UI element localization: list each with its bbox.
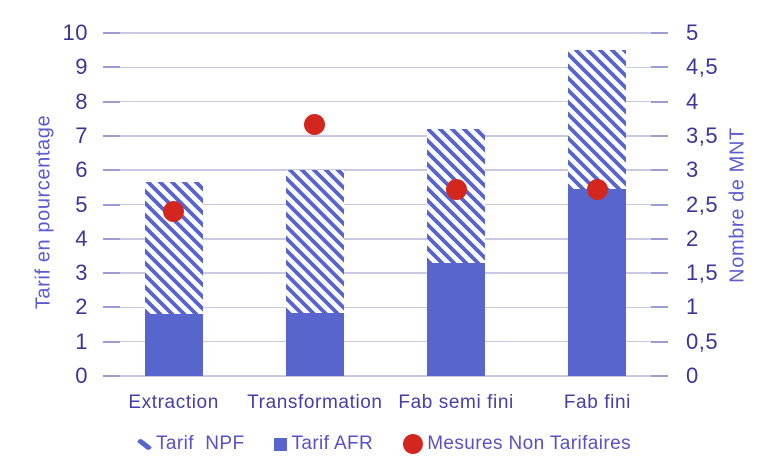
category-label-2: Transformation bbox=[247, 392, 383, 413]
mnt-point-3 bbox=[445, 178, 467, 200]
gridline bbox=[103, 306, 668, 309]
left-axis-tick-label: 7 bbox=[75, 122, 88, 148]
right-axis-tick-label: 0,5 bbox=[686, 328, 719, 354]
left-axis-tick-label: 8 bbox=[75, 88, 88, 114]
tick-mark-right bbox=[651, 375, 668, 377]
legend-label-tarif-npf: Tarif NPF bbox=[156, 433, 245, 454]
tick-mark-left bbox=[103, 32, 120, 34]
right-axis-tick-label: 5 bbox=[686, 20, 699, 45]
left-axis-tick-label: 6 bbox=[75, 157, 88, 183]
red-circle-swatch-icon bbox=[403, 434, 424, 454]
mnt-point-1 bbox=[163, 200, 185, 222]
right-axis-tick-label: 3 bbox=[686, 157, 699, 183]
tick-mark-left bbox=[103, 375, 120, 377]
tick-mark-right bbox=[651, 66, 668, 69]
left-axis-tick-label: 9 bbox=[75, 54, 88, 80]
legend-label-mesures-non-tarifaires: Mesures Non Tarifaires bbox=[427, 433, 631, 454]
legend: Tarif NPF Tarif AFR Mesures Non Tarifair… bbox=[0, 431, 768, 457]
tick-mark-left bbox=[103, 237, 120, 240]
tick-mark-right bbox=[651, 169, 668, 172]
left-axis-tick-label: 2 bbox=[75, 294, 88, 320]
tick-mark-right bbox=[651, 306, 668, 309]
gridline bbox=[103, 203, 668, 206]
right-axis-tick-label: 4 bbox=[686, 88, 699, 114]
gridline bbox=[103, 169, 668, 171]
legend-item-mesures-non-tarifaires: Mesures Non Tarifaires bbox=[403, 433, 631, 455]
gridline bbox=[103, 100, 668, 103]
legend-item-tarif-afr: Tarif AFR bbox=[274, 433, 373, 455]
gridline bbox=[103, 272, 668, 274]
legend-item-tarif-npf: Tarif NPF bbox=[137, 433, 244, 455]
mnt-point-2 bbox=[304, 113, 326, 135]
mnt-point-4 bbox=[586, 178, 608, 200]
left-axis-tick-label: 0 bbox=[75, 363, 88, 388]
bar-segment-afr-1 bbox=[144, 314, 203, 376]
left-axis-tick-label: 10 bbox=[62, 20, 88, 45]
right-axis-tick-label: 4,5 bbox=[686, 54, 719, 80]
tick-mark-left bbox=[103, 100, 120, 103]
bar-segment-afr-4 bbox=[568, 189, 627, 376]
gridline bbox=[103, 66, 668, 69]
tick-mark-left bbox=[103, 340, 120, 343]
tick-mark-left bbox=[103, 203, 120, 206]
gridline bbox=[103, 340, 668, 343]
bar-segment-npf-4 bbox=[568, 50, 627, 190]
tick-mark-right bbox=[651, 203, 668, 206]
category-label-4: Fab fini bbox=[563, 392, 631, 413]
solid-square-swatch-icon bbox=[274, 437, 288, 451]
right-axis-tick-label: 0 bbox=[686, 363, 699, 388]
left-axis-tick-label: 1 bbox=[75, 328, 88, 354]
tick-mark-left bbox=[103, 272, 120, 275]
gridline bbox=[103, 135, 668, 137]
tick-mark-left bbox=[103, 134, 120, 137]
left-axis-tick-label: 5 bbox=[75, 191, 88, 217]
right-axis-tick-label: 3,5 bbox=[686, 122, 719, 148]
category-label-1: Extraction bbox=[128, 392, 219, 413]
legend-label-tarif-afr: Tarif AFR bbox=[291, 433, 374, 454]
category-label-3: Fab semi fini bbox=[398, 392, 514, 413]
tick-mark-right bbox=[651, 100, 668, 103]
tick-mark-left bbox=[103, 306, 120, 309]
bar-segment-afr-2 bbox=[285, 312, 344, 376]
tick-mark-left bbox=[103, 66, 120, 69]
tick-mark-right bbox=[651, 340, 668, 343]
right-axis-tick-label: 1 bbox=[686, 294, 699, 320]
bar-segment-afr-3 bbox=[427, 262, 486, 376]
tick-mark-right bbox=[651, 237, 668, 240]
gridline bbox=[103, 238, 668, 240]
tick-mark-right bbox=[651, 272, 668, 275]
left-axis-tick-label: 3 bbox=[75, 260, 88, 286]
gridline bbox=[103, 375, 668, 377]
bar-segment-npf-2 bbox=[285, 170, 344, 313]
gridline bbox=[103, 32, 668, 34]
right-axis-title: Nombre de MNT bbox=[726, 127, 749, 283]
tick-mark-right bbox=[651, 32, 668, 34]
tick-mark-left bbox=[103, 169, 120, 172]
right-axis-tick-label: 1,5 bbox=[686, 260, 719, 286]
tick-mark-right bbox=[651, 134, 668, 137]
right-axis-tick-label: 2,5 bbox=[686, 191, 719, 217]
hatched-swatch-icon bbox=[137, 437, 152, 451]
left-axis-tick-label: 4 bbox=[75, 225, 88, 251]
right-axis-tick-label: 2 bbox=[686, 225, 699, 251]
